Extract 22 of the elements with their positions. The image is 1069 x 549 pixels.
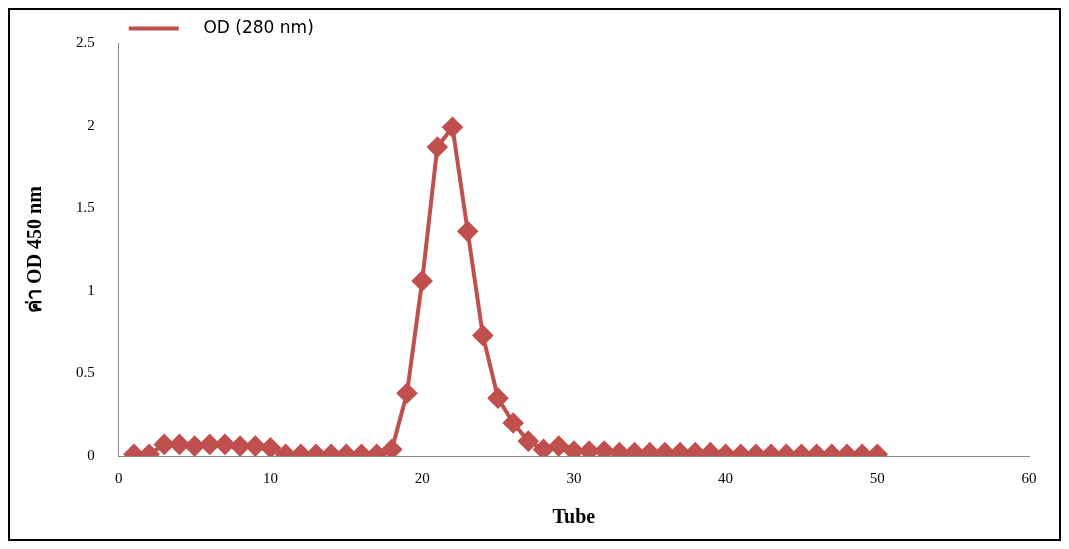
- point: [427, 137, 448, 158]
- y-tick-label: 1.5: [76, 199, 95, 216]
- y-axis-title: ค่า OD 450 nm: [23, 185, 46, 313]
- x-tick-label: 60: [1021, 469, 1037, 486]
- x-tick-label: 40: [718, 469, 734, 486]
- point: [533, 439, 554, 456]
- x-tick-label: 50: [869, 469, 885, 486]
- y-tick-label: 0: [87, 446, 95, 463]
- point: [442, 117, 463, 138]
- y-tick-label: 1: [87, 281, 95, 298]
- point: [381, 439, 402, 456]
- x-tick-label: 20: [414, 469, 430, 486]
- y-tick-label: 2.5: [76, 33, 95, 50]
- y-tick-label: 2: [87, 116, 95, 133]
- x-tick-label: 10: [262, 469, 278, 486]
- legend-label: OD (280 nm): [187, 16, 314, 37]
- point: [412, 270, 433, 291]
- y-tick-label: 0.5: [76, 364, 95, 381]
- x-tick-label: 0: [115, 469, 123, 486]
- x-tick-label: 30: [566, 469, 582, 486]
- point: [457, 221, 478, 242]
- x-axis-title: Tube: [552, 505, 596, 528]
